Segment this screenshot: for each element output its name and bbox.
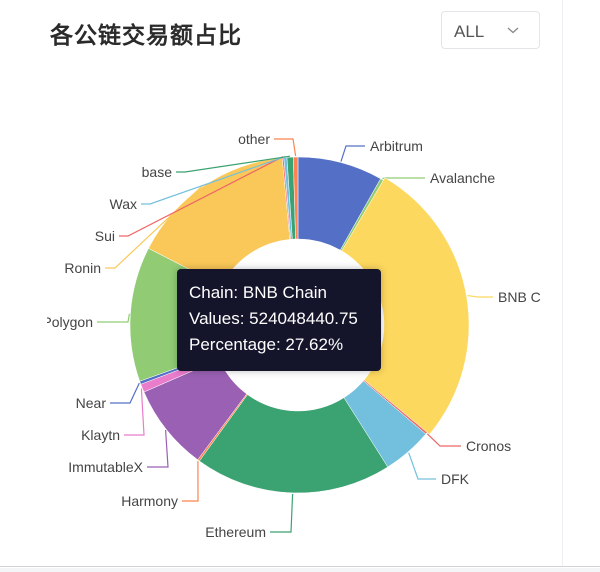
label-line-wax: [141, 155, 286, 205]
chevron-down-icon: [507, 27, 519, 34]
label-line-dfk: [408, 452, 436, 480]
label-line-polygon: [97, 313, 130, 323]
label-line-avalanche: [382, 177, 425, 180]
label-wax: Wax: [110, 196, 137, 212]
label-klaytn: Klaytn: [81, 427, 120, 443]
divider: [0, 566, 600, 567]
label-line-harmony: [182, 461, 199, 502]
label-line-immutablex: [147, 429, 169, 468]
label-sui: Sui: [95, 228, 115, 244]
tooltip-chain: Chain: BNB Chain: [189, 283, 327, 302]
label-immutablex: ImmutableX: [68, 459, 143, 475]
label-ronin: Ronin: [64, 260, 101, 276]
label-harmony: Harmony: [121, 493, 178, 509]
label-line-other: [274, 138, 297, 157]
label-line-sui: [119, 156, 284, 237]
label-line-bnb-chain: [467, 294, 493, 298]
tooltip-values: Values: 524048440.75: [189, 309, 358, 328]
label-bnb-chain: BNB Chain: [498, 289, 567, 305]
chain-filter-select[interactable]: ALL: [441, 11, 540, 49]
chart-tooltip: Chain: BNB Chain Values: 524048440.75 Pe…: [177, 269, 381, 371]
label-line-klaytn: [124, 388, 145, 436]
label-near: Near: [76, 395, 107, 411]
slice-ethereum[interactable]: [199, 394, 389, 494]
label-line-ethereum: [270, 493, 294, 533]
label-line-base: [176, 155, 291, 173]
filter-value: ALL: [454, 22, 485, 41]
slice-other[interactable]: [293, 156, 299, 240]
card-title: 各公链交易额占比: [50, 23, 242, 49]
label-dfk: DFK: [441, 471, 470, 487]
label-line-arbitrum: [340, 145, 365, 162]
scroll-area: [0, 568, 600, 572]
label-cronos: Cronos: [466, 438, 511, 454]
label-avalanche: Avalanche: [430, 170, 495, 186]
tooltip-percentage: Percentage: 27.62%: [189, 335, 344, 354]
label-arbitrum: Arbitrum: [370, 138, 423, 154]
label-line-cronos: [426, 433, 461, 447]
label-ethereum: Ethereum: [205, 524, 266, 540]
label-line-near: [110, 382, 140, 404]
label-other: other: [238, 131, 270, 147]
label-polygon: Polygon: [42, 314, 93, 330]
label-base: base: [142, 164, 173, 180]
